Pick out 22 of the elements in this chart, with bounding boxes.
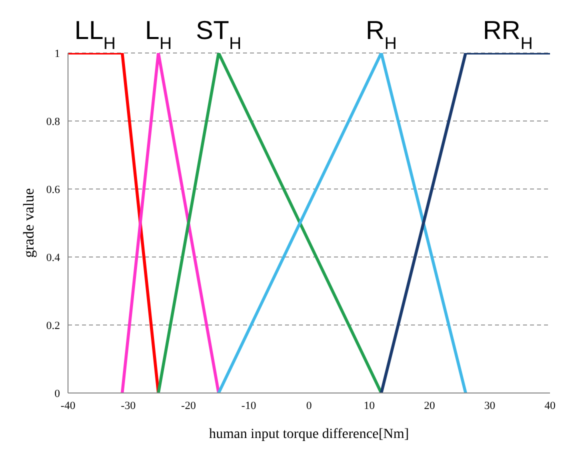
y-tick-label: 0.6 xyxy=(46,184,60,196)
x-tick-label: 30 xyxy=(484,400,496,412)
series-label: L$_{H}$ xyxy=(145,15,172,52)
y-tick-label: 1 xyxy=(54,48,60,60)
y-tick-label: 0 xyxy=(54,388,60,400)
x-tick-label: 20 xyxy=(424,400,436,412)
x-tick-label: -30 xyxy=(120,400,136,412)
x-tick-label: -20 xyxy=(181,400,196,412)
x-tick-label: -40 xyxy=(60,400,76,412)
series-label: RR$_{H}$ xyxy=(482,15,533,52)
series-label: ST$_{H}$ xyxy=(196,15,242,52)
series-label: LL$_{H}$ xyxy=(74,15,116,52)
y-tick-label: 0.2 xyxy=(46,320,60,332)
x-tick-label: 0 xyxy=(306,400,312,412)
series-label: R$_{H}$ xyxy=(366,15,397,52)
x-tick-label: -10 xyxy=(241,400,257,412)
x-tick-label: 40 xyxy=(544,400,556,412)
x-tick-label: 10 xyxy=(364,400,376,412)
y-tick-label: 0.8 xyxy=(46,116,60,128)
x-axis-title: human input torque difference[Nm] xyxy=(209,427,409,442)
y-axis-title: grade value xyxy=(21,188,38,258)
y-tick-label: 0.4 xyxy=(46,252,60,264)
